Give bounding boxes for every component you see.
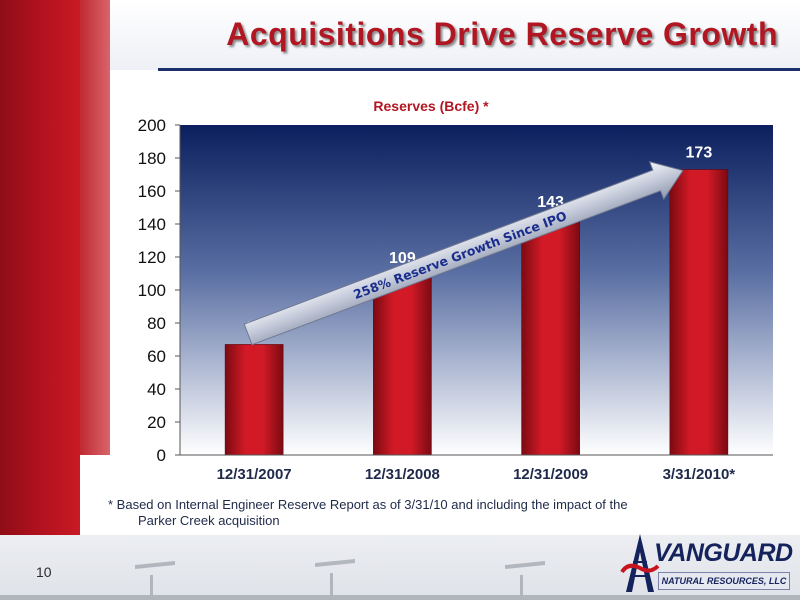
chart-area: Reserves (Bcfe) * 0 20 40 60 80 100 120 140 160 1…: [110, 71, 800, 536]
y-axis: 0 20 40 60 80 100 120 140 160 180 200: [138, 116, 181, 465]
chart-title: Reserves (Bcfe) *: [373, 98, 489, 114]
footnote-line-2: Parker Creek acquisition: [138, 513, 280, 528]
vanguard-logo: VANGUARD NATURAL RESOURCES, LLC: [620, 532, 795, 594]
bar: [373, 274, 432, 456]
reserves-chart: Reserves (Bcfe) * 0 20 40 60 80 100 120 140 160 1…: [138, 98, 773, 483]
y-tick-label: 60: [147, 347, 166, 366]
y-tick-label: 180: [138, 149, 166, 168]
left-red-band: [0, 0, 80, 535]
bar: [669, 169, 729, 456]
x-axis: 12/31/2007 12/31/2008 12/31/2009 3/31/2010*: [180, 454, 773, 483]
y-tick-label: 0: [157, 446, 166, 465]
y-tick-label: 40: [147, 380, 166, 399]
slide-title: Acquisitions Drive Reserve Growth: [226, 16, 778, 52]
logo-subtitle: NATURAL RESOURCES, LLC: [658, 572, 790, 590]
footnote: * Based on Internal Engineer Reserve Rep…: [108, 497, 768, 529]
y-tick-label: 140: [138, 215, 166, 234]
oilfield-silhouette: [0, 559, 800, 600]
bar-value-label: 173: [686, 145, 713, 162]
page-number: 10: [36, 564, 52, 580]
derrick-icon: [620, 534, 660, 592]
x-tick-label: 3/31/2010*: [663, 466, 736, 483]
x-tick-label: 12/31/2009: [513, 466, 588, 483]
x-tick-label: 12/31/2007: [217, 466, 292, 483]
y-tick-label: 100: [138, 281, 166, 300]
footnote-line-1: * Based on Internal Engineer Reserve Rep…: [108, 497, 628, 512]
bars: 67109143173: [224, 145, 729, 456]
left-pink-band: [80, 0, 110, 455]
y-tick-label: 80: [147, 314, 166, 333]
title-panel: Acquisitions Drive Reserve Growth: [110, 0, 800, 70]
bar: [521, 218, 580, 456]
x-tick-label: 12/31/2008: [365, 466, 440, 483]
y-tick-label: 200: [138, 116, 166, 135]
y-tick-label: 20: [147, 413, 166, 432]
arrow-body: [243, 160, 684, 346]
y-tick-label: 160: [138, 182, 166, 201]
logo-name: VANGUARD: [654, 539, 793, 567]
bar: [224, 344, 284, 456]
title-rule: [158, 68, 800, 71]
y-tick-label: 120: [138, 248, 166, 267]
